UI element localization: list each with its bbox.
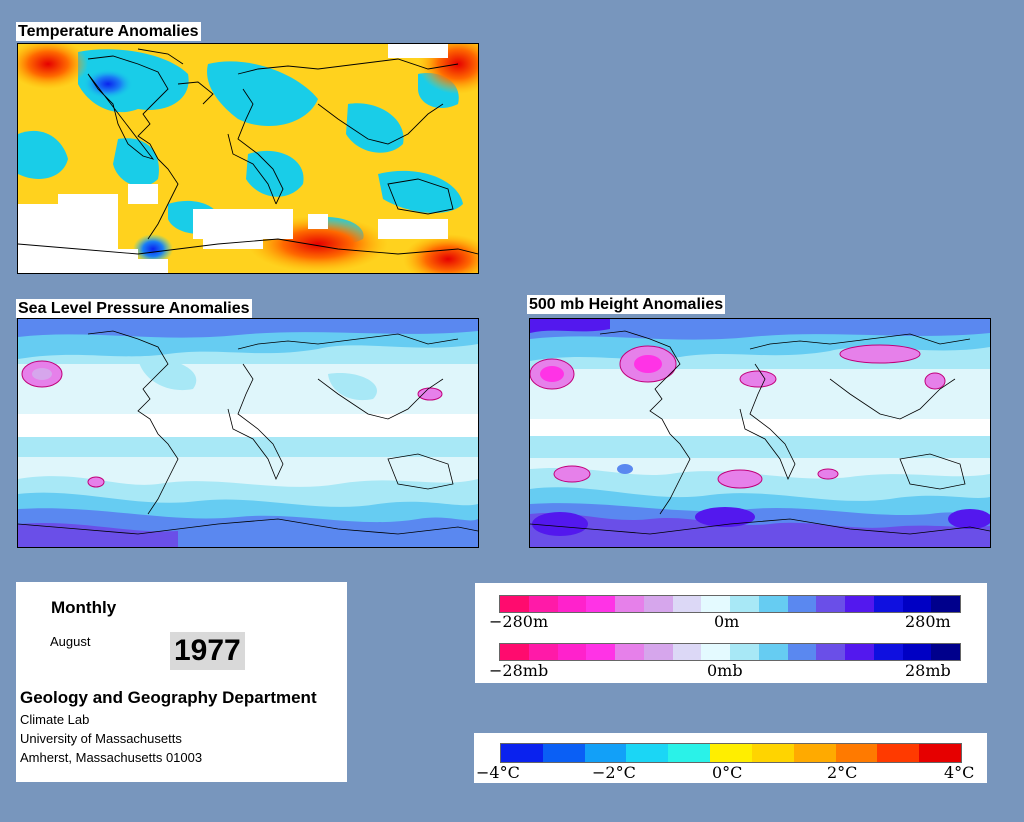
colorbar-swatch [710, 744, 752, 762]
department-name: Geology and Geography Department [20, 688, 317, 707]
colorbar-swatch [586, 644, 615, 660]
height500-panel-title: 500 mb Height Anomalies [527, 295, 726, 314]
colorbar-swatch [500, 644, 529, 660]
colorbar-swatch [816, 644, 845, 660]
colorbar-swatch [643, 596, 673, 612]
pressure-label-mid: 0mb [707, 661, 743, 680]
colorbar-swatch [787, 644, 817, 660]
colorbar-swatch [816, 596, 845, 612]
colorbar-swatch [835, 744, 878, 762]
colorbar-swatch [787, 596, 817, 612]
colorbar-swatch [919, 744, 961, 762]
colorbar-swatch [845, 644, 874, 660]
colorbar-swatch [584, 744, 627, 762]
colorbar-swatch [877, 744, 920, 762]
pressure-label-max: 28mb [905, 661, 951, 680]
colorbar-swatch [902, 644, 932, 660]
slp-panel-title: Sea Level Pressure Anomalies [16, 299, 252, 318]
colorbar-swatch [528, 596, 558, 612]
colorbar-swatch [542, 744, 585, 762]
colorbar-swatch [672, 596, 702, 612]
info-line: University of Massachusetts [20, 731, 182, 746]
slp-anomaly-map [17, 318, 479, 548]
colorbar-swatch [902, 596, 932, 612]
colorbar-swatch [528, 644, 558, 660]
colorbar-swatch [501, 744, 543, 762]
temperature-panel-title: Temperature Anomalies [16, 22, 201, 41]
colorbar-swatch [586, 596, 615, 612]
month-label: August [50, 634, 91, 649]
period-heading: Monthly [51, 598, 117, 617]
colorbar-swatch [557, 596, 587, 612]
temp-label-pos4: 4°C [944, 763, 975, 782]
colorbar-swatch [500, 596, 529, 612]
temp-label-pos2: 2°C [827, 763, 858, 782]
info-line: Climate Lab [20, 712, 90, 727]
colorbar-swatch [626, 744, 669, 762]
colorbar-swatch [701, 644, 730, 660]
height-pressure-legend: −280m 0m 280m −28mb 0mb 28mb [475, 583, 987, 683]
height500-anomaly-map [529, 318, 991, 548]
temperature-colorbar [500, 743, 962, 763]
colorbar-swatch [701, 596, 730, 612]
temp-label-zero: 0°C [712, 763, 743, 782]
colorbar-swatch [557, 644, 587, 660]
temp-label-neg4: −4°C [476, 763, 520, 782]
colorbar-swatch [845, 596, 874, 612]
info-line: Amherst, Massachusetts 01003 [20, 750, 203, 765]
colorbar-swatch [672, 644, 702, 660]
temperature-legend: −4°C −2°C 0°C 2°C 4°C [474, 733, 987, 783]
height-label-max: 280m [905, 612, 951, 631]
height-label-min: −280m [489, 612, 549, 631]
colorbar-swatch [873, 644, 903, 660]
colorbar-swatch [931, 596, 960, 612]
colorbar-swatch [668, 744, 711, 762]
colorbar-swatch [730, 644, 759, 660]
colorbar-swatch [751, 744, 794, 762]
temp-label-neg2: −2°C [592, 763, 636, 782]
colorbar-swatch [793, 744, 836, 762]
colorbar-swatch [758, 644, 788, 660]
height-colorbar [499, 595, 961, 613]
info-panel: Monthly August 1977 Geology and Geograph… [16, 582, 347, 782]
colorbar-swatch [615, 596, 644, 612]
pressure-label-min: −28mb [489, 661, 549, 680]
temperature-anomaly-map [17, 43, 479, 274]
colorbar-swatch [730, 596, 759, 612]
colorbar-swatch [643, 644, 673, 660]
year-label: 1977 [170, 632, 245, 670]
colorbar-swatch [615, 644, 644, 660]
colorbar-swatch [758, 596, 788, 612]
colorbar-swatch [931, 644, 960, 660]
height-label-mid: 0m [714, 612, 740, 631]
pressure-colorbar [499, 643, 961, 661]
colorbar-swatch [873, 596, 903, 612]
